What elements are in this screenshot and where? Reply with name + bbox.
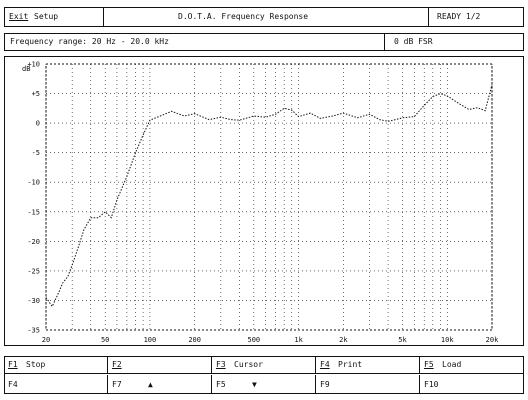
function-key-values: F4 F7 ▲ F5 ▼ F9 F10: [4, 375, 524, 394]
y-tick-label: -25: [27, 267, 40, 275]
function-key-id: F5: [424, 360, 434, 369]
arrow-up-icon: ▲: [148, 380, 153, 389]
mode-label: Setup: [34, 12, 59, 21]
y-tick-label: 0: [36, 120, 40, 128]
app-title: D.O.T.A. Frequency Response: [178, 12, 309, 21]
function-key-5[interactable]: F5 Load: [420, 356, 524, 374]
y-tick-label: +5: [32, 90, 40, 98]
function-key-value-4[interactable]: F9: [316, 375, 420, 394]
level-box: [384, 33, 524, 51]
y-tick-label: -15: [27, 208, 40, 216]
x-tick-label: 200: [188, 336, 201, 344]
function-key-id: F1: [8, 360, 18, 369]
y-tick-label: -35: [27, 327, 40, 335]
function-key-value-3[interactable]: F5 ▼: [212, 375, 316, 394]
arrow-down-icon: ▼: [252, 380, 257, 389]
y-tick-label: +10: [27, 61, 40, 69]
sweep-range: Frequency range: 20 Hz - 20.0 kHz: [10, 37, 169, 46]
x-tick-label: 1k: [294, 336, 303, 344]
function-key-label: Print: [338, 360, 363, 369]
function-key-4[interactable]: F4 Print: [316, 356, 420, 374]
y-tick-label: -20: [27, 238, 40, 246]
function-key-2[interactable]: F2: [108, 356, 212, 374]
function-key-1[interactable]: F1 Stop: [4, 356, 108, 374]
x-tick-label: 5k: [398, 336, 407, 344]
chart-grid: [45, 63, 493, 331]
status-text: READY 1/2: [437, 12, 481, 21]
y-tick-label: -30: [27, 297, 40, 305]
x-tick-label: 2k: [339, 336, 348, 344]
exit-button[interactable]: [4, 7, 104, 27]
y-axis-label: dB: [22, 65, 30, 73]
function-key-value-5[interactable]: F10: [420, 375, 524, 394]
exit-label[interactable]: Exit: [9, 12, 29, 21]
x-tick-label: 50: [101, 336, 109, 344]
y-tick-label: -5: [32, 149, 40, 157]
level-text: 0 dB FSR: [394, 37, 433, 46]
x-tick-label: 20k: [486, 336, 499, 344]
function-key-label: Cursor: [234, 360, 263, 369]
function-key-value: F9: [320, 380, 330, 389]
function-key-value-1[interactable]: F4: [4, 375, 108, 394]
response-curve: [45, 84, 493, 308]
status-box: [428, 7, 524, 27]
x-tick-label: 10k: [441, 336, 454, 344]
function-key-bar: [4, 356, 524, 394]
function-key-value-2[interactable]: F7 ▲: [108, 375, 212, 394]
y-tick-label: -10: [27, 179, 40, 187]
function-key-id: F2: [112, 360, 122, 369]
function-key-value: F4: [8, 380, 18, 389]
function-key-labels: F1 Stop F2 F3 Cursor F4 Print F5 Load: [4, 356, 524, 374]
x-tick-label: 100: [144, 336, 157, 344]
function-key-value: F7: [112, 380, 122, 389]
function-key-value: F5: [216, 380, 226, 389]
function-key-label: Load: [442, 360, 462, 369]
function-key-id: F3: [216, 360, 226, 369]
function-key-label: Stop: [26, 360, 46, 369]
function-key-id: F4: [320, 360, 330, 369]
function-key-3[interactable]: F3 Cursor: [212, 356, 316, 374]
y-axis-ticks: +10 +5 0 -5 -10 -15 -20 -25 -30 -35: [27, 61, 40, 335]
x-axis-ticks: 20 50 100 200 500 1k 2k 5k 10k 20k: [42, 336, 499, 344]
x-tick-label: 500: [247, 336, 260, 344]
function-key-value: F10: [424, 380, 439, 389]
x-tick-label: 20: [42, 336, 50, 344]
